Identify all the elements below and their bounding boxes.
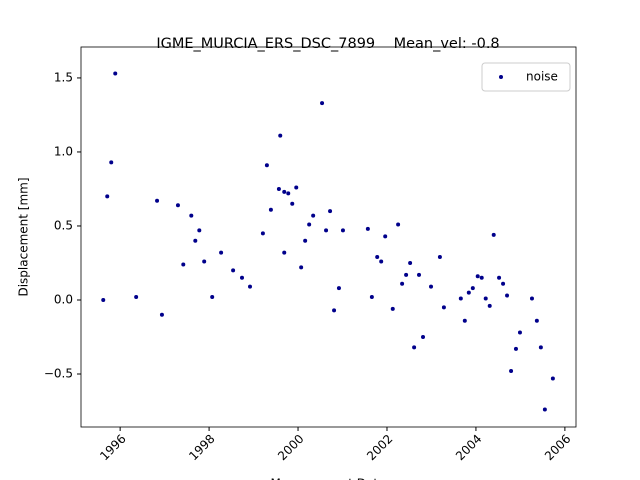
point bbox=[320, 101, 325, 106]
point bbox=[340, 228, 345, 233]
point bbox=[101, 297, 106, 302]
point bbox=[282, 250, 287, 255]
point bbox=[197, 228, 202, 233]
plot-frame bbox=[80, 46, 577, 428]
point bbox=[307, 222, 312, 227]
point bbox=[278, 133, 283, 138]
point bbox=[383, 234, 388, 239]
point bbox=[470, 286, 475, 291]
point bbox=[513, 346, 518, 351]
point bbox=[155, 198, 160, 203]
point bbox=[290, 201, 295, 206]
point bbox=[487, 303, 492, 308]
point bbox=[303, 238, 308, 243]
point bbox=[466, 290, 471, 295]
point bbox=[239, 275, 244, 280]
point bbox=[189, 213, 194, 218]
point bbox=[529, 296, 534, 301]
y-tick-label: 0.5 bbox=[54, 218, 73, 232]
point bbox=[299, 265, 304, 270]
point bbox=[390, 306, 395, 311]
point bbox=[134, 295, 139, 300]
point bbox=[159, 312, 164, 317]
point bbox=[483, 296, 488, 301]
point bbox=[109, 160, 114, 165]
point bbox=[219, 250, 224, 255]
point bbox=[260, 231, 265, 236]
point bbox=[491, 232, 496, 237]
point bbox=[282, 189, 287, 194]
chart-title: IGME_MURCIA_ERS_DSC_7899 Mean_vel: -0.8 bbox=[156, 36, 499, 52]
point bbox=[231, 268, 236, 273]
point bbox=[375, 255, 380, 260]
point bbox=[404, 272, 409, 277]
point bbox=[202, 259, 207, 264]
legend-marker bbox=[499, 75, 503, 79]
point bbox=[458, 296, 463, 301]
point bbox=[311, 213, 316, 218]
point bbox=[332, 308, 337, 313]
point bbox=[248, 284, 253, 289]
point bbox=[396, 222, 401, 227]
y-tick-label: 1.5 bbox=[54, 70, 73, 84]
point bbox=[286, 191, 291, 196]
point bbox=[336, 286, 341, 291]
point bbox=[509, 369, 514, 374]
legend-label: noise bbox=[526, 70, 558, 84]
x-axis-label: Measurement Date bbox=[271, 477, 386, 480]
point bbox=[264, 163, 269, 168]
point bbox=[369, 295, 374, 300]
point bbox=[175, 203, 180, 208]
point bbox=[542, 407, 547, 412]
point bbox=[421, 334, 426, 339]
point bbox=[479, 275, 484, 280]
point bbox=[437, 255, 442, 260]
point bbox=[475, 274, 480, 279]
point bbox=[276, 186, 281, 191]
point bbox=[429, 284, 434, 289]
y-tick-label: 1.0 bbox=[54, 144, 73, 158]
point bbox=[417, 272, 422, 277]
point bbox=[462, 318, 467, 323]
point bbox=[294, 185, 299, 190]
point bbox=[550, 376, 555, 381]
point bbox=[412, 345, 417, 350]
point bbox=[105, 194, 110, 199]
point bbox=[365, 226, 370, 231]
point bbox=[517, 330, 522, 335]
point bbox=[210, 295, 215, 300]
point bbox=[379, 259, 384, 264]
y-tick-label: −0.5 bbox=[44, 367, 73, 381]
point bbox=[268, 207, 273, 212]
point bbox=[400, 281, 405, 286]
point bbox=[113, 71, 118, 76]
point bbox=[324, 228, 329, 233]
legend-box bbox=[481, 62, 571, 92]
point bbox=[501, 281, 506, 286]
point bbox=[193, 238, 198, 243]
point bbox=[505, 293, 510, 298]
point bbox=[181, 262, 186, 267]
point bbox=[538, 345, 543, 350]
y-tick-label: 0.0 bbox=[54, 292, 73, 306]
point bbox=[534, 318, 539, 323]
point bbox=[408, 260, 413, 265]
point bbox=[497, 275, 502, 280]
point bbox=[441, 305, 446, 310]
y-axis-label: Displacement [mm] bbox=[17, 177, 31, 296]
point bbox=[328, 209, 333, 214]
